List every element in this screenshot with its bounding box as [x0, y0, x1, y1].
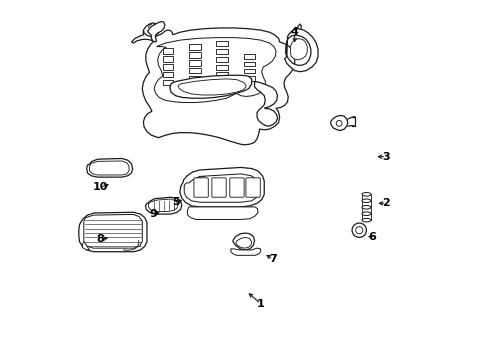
Polygon shape — [163, 48, 173, 54]
Polygon shape — [215, 41, 228, 46]
Ellipse shape — [361, 199, 370, 203]
Polygon shape — [79, 212, 147, 252]
Ellipse shape — [361, 193, 370, 196]
Circle shape — [355, 226, 362, 234]
Polygon shape — [244, 62, 255, 66]
Text: 1: 1 — [256, 299, 264, 309]
Polygon shape — [254, 81, 277, 126]
Polygon shape — [89, 161, 129, 175]
Polygon shape — [148, 199, 178, 212]
Polygon shape — [188, 60, 201, 66]
Polygon shape — [169, 75, 251, 98]
Polygon shape — [188, 76, 201, 81]
Polygon shape — [233, 233, 254, 250]
Polygon shape — [178, 79, 246, 95]
Polygon shape — [163, 72, 173, 77]
FancyBboxPatch shape — [229, 178, 244, 197]
Polygon shape — [244, 54, 255, 59]
Text: 10: 10 — [92, 182, 108, 192]
Polygon shape — [145, 197, 182, 214]
Polygon shape — [215, 57, 228, 62]
Polygon shape — [180, 167, 264, 207]
Polygon shape — [86, 158, 132, 177]
Circle shape — [336, 121, 341, 126]
Polygon shape — [163, 80, 173, 85]
Polygon shape — [188, 44, 201, 50]
Polygon shape — [187, 207, 258, 220]
Polygon shape — [163, 64, 173, 69]
Polygon shape — [188, 68, 201, 73]
FancyBboxPatch shape — [194, 178, 208, 197]
Circle shape — [351, 223, 366, 237]
Polygon shape — [215, 49, 228, 54]
Ellipse shape — [361, 206, 370, 209]
Polygon shape — [284, 29, 317, 72]
Polygon shape — [147, 22, 164, 42]
Ellipse shape — [361, 212, 370, 216]
Text: 8: 8 — [96, 234, 104, 244]
Text: 5: 5 — [171, 197, 179, 207]
Text: 6: 6 — [367, 232, 375, 242]
Text: 2: 2 — [382, 198, 389, 208]
Polygon shape — [154, 38, 276, 103]
Polygon shape — [83, 215, 142, 248]
Text: 7: 7 — [269, 254, 277, 264]
Polygon shape — [215, 64, 228, 70]
Polygon shape — [330, 116, 347, 131]
FancyBboxPatch shape — [245, 178, 260, 197]
Ellipse shape — [361, 219, 370, 222]
Polygon shape — [215, 72, 228, 78]
Polygon shape — [188, 84, 201, 89]
Polygon shape — [215, 80, 228, 86]
Polygon shape — [230, 248, 260, 255]
Polygon shape — [184, 174, 259, 202]
Polygon shape — [143, 23, 159, 37]
Polygon shape — [235, 237, 251, 248]
FancyBboxPatch shape — [211, 178, 226, 197]
Polygon shape — [188, 52, 201, 58]
Polygon shape — [163, 56, 173, 62]
Text: 3: 3 — [382, 152, 389, 162]
Text: 4: 4 — [290, 27, 298, 37]
Polygon shape — [290, 39, 306, 60]
Polygon shape — [244, 76, 255, 81]
Polygon shape — [244, 69, 255, 73]
Polygon shape — [131, 28, 294, 145]
Text: 9: 9 — [149, 209, 157, 219]
Polygon shape — [82, 242, 89, 250]
